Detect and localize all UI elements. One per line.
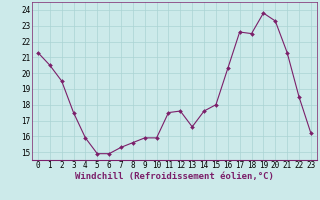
X-axis label: Windchill (Refroidissement éolien,°C): Windchill (Refroidissement éolien,°C) (75, 172, 274, 181)
